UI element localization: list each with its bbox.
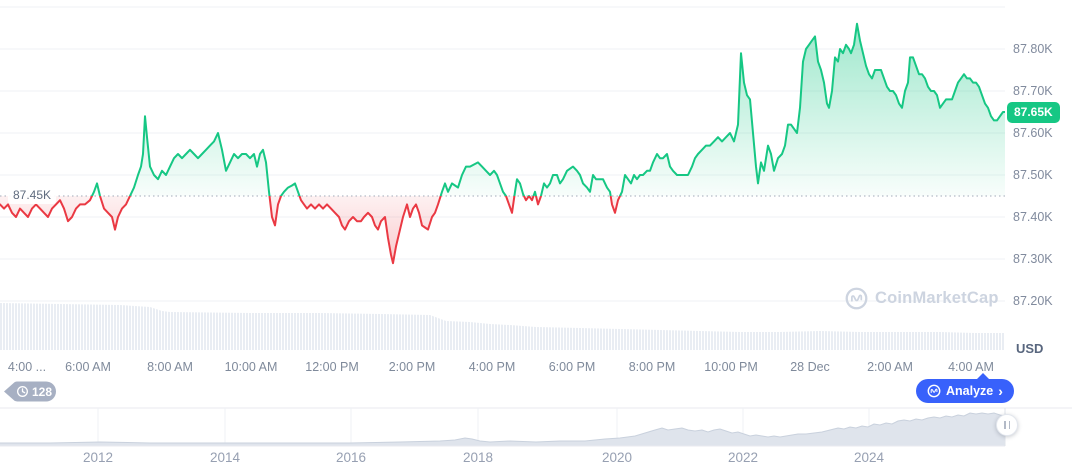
navigator-mini-outline [0,412,1006,444]
y-axis-label: 87.80K [1013,42,1053,56]
y-axis-label: 87.20K [1013,294,1053,308]
price-area-above-baseline [0,23,1005,196]
analyze-button[interactable]: Analyze › [916,373,1014,403]
x-axis-label: 12:00 PM [305,360,359,374]
x-axis-label: 28 Dec [790,360,830,374]
x-axis-label: 8:00 PM [628,360,676,374]
history-badge-shape [4,381,56,402]
x-axis-label: 10:00 AM [224,360,278,374]
currency-unit-label: USD [1016,341,1044,356]
analyze-cmc-logo-icon [927,384,941,398]
x-axis-label: 6:00 PM [548,360,596,374]
x-axis-label: 6:00 AM [65,360,111,374]
history-clock-icon [17,386,28,397]
current-price-badge: 87.65K [1007,101,1060,123]
navigator-right-handle[interactable] [996,414,1018,436]
coinmarketcap-watermark: CoinMarketCap [845,287,999,310]
analyze-button-label: Analyze [946,384,994,398]
x-axis-label: 8:00 AM [147,360,193,374]
y-axis-label: 87.60K [1013,126,1053,140]
x-axis-label: 10:00 PM [704,360,758,374]
y-axis-label: 87.30K [1013,252,1053,266]
navigator-year-label: 2014 [209,450,241,465]
x-axis-label: 4:00 PM [468,360,516,374]
baseline-price-label: 87.45K [8,187,57,204]
price-line-green [90,22,1005,196]
watermark-text: CoinMarketCap [875,289,999,307]
navigator-year-label: 2018 [462,450,494,465]
navigator-year-label: 2020 [601,450,633,465]
handle-grip-line [1004,421,1006,429]
navigator-year-label: 2022 [727,450,759,465]
y-axis-label: 87.50K [1013,168,1053,182]
x-axis-label: 2:00 AM [867,360,913,374]
x-axis-label: 2:00 PM [388,360,436,374]
y-axis-label: 87.40K [1013,210,1053,224]
chevron-right-icon: › [998,382,1003,399]
y-axis-label: 87.70K [1013,84,1053,98]
range-navigator[interactable] [0,407,1072,447]
history-count: 128 [32,384,53,399]
handle-grip-line [1008,421,1010,429]
x-axis-label: 4:00 AM [948,360,994,374]
navigator-mini-area[interactable] [0,413,1005,446]
navigator-year-label: 2024 [853,450,885,465]
navigator-year-label: 2016 [335,450,367,465]
coinmarketcap-logo-icon [845,287,868,310]
history-count-badge[interactable]: 128 [3,381,57,402]
volume-bars [0,303,1005,350]
navigator-year-label: 2012 [82,450,114,465]
x-axis-label: 4:00 ... [7,360,47,374]
